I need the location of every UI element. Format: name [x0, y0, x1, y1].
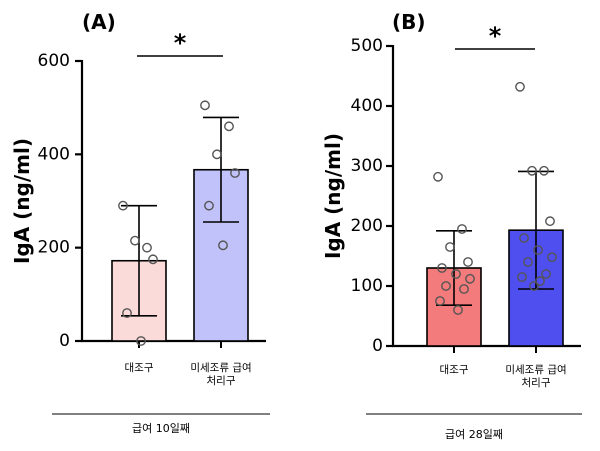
data-point — [459, 284, 469, 294]
data-point — [517, 272, 527, 282]
y-axis-label: IgA (ng/ml) — [10, 138, 34, 264]
category-label: 미세조류 급여 — [190, 362, 251, 374]
panel-label: (B) — [392, 10, 426, 34]
data-point — [545, 216, 555, 227]
category-label: 대조구 — [440, 364, 469, 376]
category-label: 처리구 — [207, 375, 236, 387]
data-point — [445, 242, 455, 252]
data-point — [547, 252, 557, 263]
data-point — [533, 245, 543, 255]
significance-star: * — [489, 22, 502, 50]
data-point — [535, 276, 545, 287]
data-point — [435, 296, 445, 306]
group-label: 급여 28일째 — [445, 427, 503, 441]
data-point — [527, 165, 537, 176]
y-tick-label: 500 — [351, 36, 383, 56]
data-point — [136, 336, 146, 346]
data-point — [148, 254, 158, 265]
category-label: 대조구 — [125, 362, 154, 374]
y-tick-label: 400 — [38, 144, 70, 164]
significance-star: * — [174, 29, 187, 57]
y-tick-label: 200 — [351, 216, 383, 236]
data-point — [224, 121, 234, 132]
y-tick-label: 200 — [38, 238, 70, 258]
data-point — [457, 224, 467, 234]
data-point — [441, 281, 451, 291]
data-point — [130, 235, 140, 246]
y-tick-label: 600 — [38, 51, 70, 71]
data-point — [465, 273, 475, 284]
y-axis-label: IgA (ng/ml) — [321, 133, 345, 259]
data-point — [212, 149, 222, 160]
data-point — [539, 165, 549, 176]
data-point — [218, 240, 228, 251]
panel-label: (A) — [82, 10, 116, 34]
y-tick-label: 100 — [351, 276, 383, 296]
data-point — [529, 281, 539, 291]
data-point — [515, 81, 525, 92]
data-point — [463, 257, 473, 267]
data-point — [519, 233, 529, 243]
data-point — [204, 200, 214, 211]
data-point — [200, 100, 210, 111]
data-point — [230, 168, 240, 178]
data-point — [122, 308, 132, 318]
y-tick-label: 0 — [59, 331, 70, 351]
category-label: 처리구 — [522, 377, 551, 389]
data-point — [453, 305, 463, 315]
y-tick-label: 0 — [372, 336, 383, 356]
data-point — [523, 257, 533, 267]
data-point — [437, 263, 447, 273]
chart-panel-b: (B) IgA (ng/ml) 0 100 200 300 400 500 대조구 미세조류 급여… — [321, 10, 582, 441]
group-label: 급여 10일째 — [132, 421, 190, 435]
data-point — [433, 171, 443, 182]
data-point — [541, 269, 551, 279]
data-point — [142, 242, 152, 253]
data-point — [118, 200, 128, 211]
y-tick-label: 300 — [351, 156, 383, 176]
data-point — [451, 269, 461, 279]
y-tick-label: 400 — [351, 96, 383, 116]
category-label: 미세조류 급여 — [505, 364, 566, 376]
